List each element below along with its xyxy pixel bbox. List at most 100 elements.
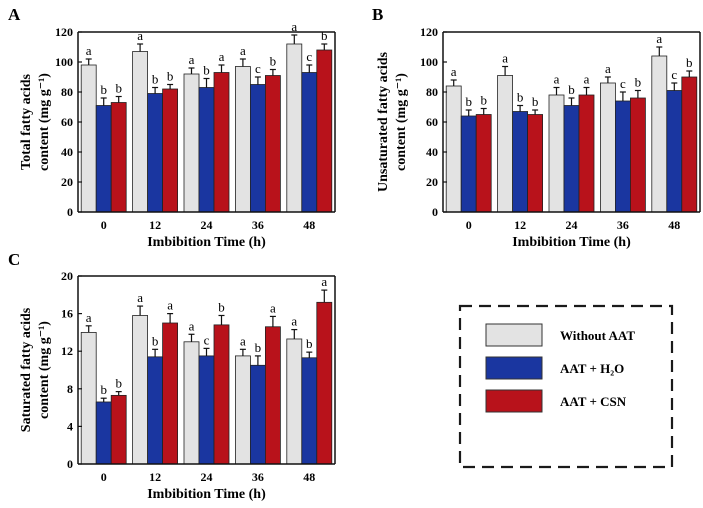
sig-letter-b-without-aat-12: a (502, 51, 508, 66)
bar-b-without-aat-48 (651, 55, 668, 213)
bar-c-without-aat-48 (286, 338, 303, 465)
x-tick-label-b-24: 24 (566, 218, 578, 232)
bar-a-without-aat-12 (132, 51, 149, 213)
bar-b-aat-csn-36 (630, 97, 646, 213)
legend-swatch-aat-csn (485, 389, 543, 413)
bar-a-without-aat-48 (286, 43, 303, 213)
sig-letter-a-aat-h2o-12: b (152, 72, 159, 87)
sig-letter-b-aat-csn-0: b (480, 93, 487, 108)
sig-letter-c-without-aat-0: a (86, 310, 92, 325)
x-axis-label-a: Imbibition Time (h) (147, 235, 266, 250)
sig-letter-b-aat-csn-12: b (532, 94, 539, 109)
x-tick-label-b-0: 0 (466, 218, 472, 232)
bar-b-without-aat-0 (445, 85, 462, 213)
sig-letter-c-without-aat-48: a (291, 314, 297, 329)
y-axis-label-line-a-1: Total fatty acids (19, 73, 34, 169)
y-tick-label-a-100: 100 (55, 55, 73, 69)
bar-a-aat-csn-24 (213, 72, 230, 213)
x-tick-label-b-12: 12 (514, 218, 526, 232)
bar-b-aat-csn-12 (527, 114, 543, 213)
sig-letter-c-aat-csn-12: a (167, 298, 173, 313)
bar-c-without-aat-12 (132, 315, 149, 465)
bar-b-aat-h2o-48 (666, 90, 683, 213)
bar-b-aat-h2o-36 (615, 100, 631, 213)
x-axis-label-b: Imbibition Time (h) (512, 235, 631, 250)
sig-letter-a-aat-h2o-24: b (203, 63, 210, 78)
legend-label-without-aat: Without AAT (560, 328, 635, 343)
legend: Without AAT AAT + H₂O AAT + CSN (458, 304, 674, 469)
sig-letter-a-without-aat-12: a (137, 28, 143, 43)
x-tick-label-a-48: 48 (303, 218, 315, 232)
sig-letter-c-aat-csn-24: b (218, 299, 225, 314)
x-tick-label-a-36: 36 (252, 218, 264, 232)
legend-label-aat-h2o: AAT + H₂O (560, 361, 624, 376)
y-axis-label-line-a-2: content (mg g⁻¹) (37, 73, 52, 171)
sig-letter-a-without-aat-24: a (189, 52, 195, 67)
bar-c-aat-h2o-0 (95, 401, 112, 465)
sig-letter-b-without-aat-24: a (554, 72, 560, 87)
sig-letter-a-aat-h2o-36: c (255, 61, 261, 76)
sig-letter-b-aat-csn-36: b (635, 75, 642, 90)
bar-a-aat-h2o-12 (147, 93, 164, 213)
bar-b-aat-h2o-24 (563, 105, 580, 213)
sig-letter-a-aat-csn-48: b (321, 28, 328, 43)
bar-c-aat-h2o-48 (301, 357, 318, 465)
bar-a-aat-csn-12 (162, 88, 179, 213)
y-tick-label-a-0: 0 (67, 205, 73, 219)
x-tick-label-c-12: 12 (149, 470, 161, 484)
bar-a-aat-csn-36 (264, 75, 281, 213)
sig-letter-b-aat-h2o-12: b (517, 90, 524, 105)
legend-swatch-without-aat (485, 323, 543, 347)
x-tick-label-c-0: 0 (101, 470, 107, 484)
sig-letter-a-aat-h2o-0: b (100, 82, 107, 97)
sig-letter-b-aat-csn-24: a (584, 72, 590, 87)
sig-letter-b-aat-h2o-48: c (671, 67, 677, 82)
legend-swatch-aat-h2o (485, 356, 543, 380)
x-tick-label-c-36: 36 (252, 470, 264, 484)
y-tick-label-c-20: 20 (61, 269, 73, 283)
y-tick-label-c-8: 8 (67, 382, 73, 396)
sig-letter-c-aat-h2o-24: c (204, 332, 210, 347)
sig-letter-b-without-aat-36: a (605, 61, 611, 76)
y-axis-label-line-b-1: Unsaturated fatty acids (376, 51, 391, 192)
y-tick-label-a-60: 60 (61, 115, 73, 129)
y-tick-label-c-0: 0 (67, 457, 73, 471)
y-tick-label-c-4: 4 (67, 419, 73, 433)
sig-letter-b-aat-h2o-36: c (620, 76, 626, 91)
sig-letter-b-without-aat-48: a (656, 31, 662, 46)
sig-letter-c-aat-h2o-36: b (255, 340, 262, 355)
y-axis-label-line-c-2: content (mg g⁻¹) (37, 321, 52, 419)
sig-letter-b-aat-csn-48: b (686, 55, 693, 70)
bar-b-aat-csn-0 (475, 114, 492, 213)
sig-letter-a-aat-csn-0: b (115, 81, 122, 96)
panel-c-letter: C (8, 250, 20, 269)
bar-b-aat-csn-48 (681, 76, 698, 213)
y-tick-label-a-80: 80 (61, 85, 73, 99)
bar-c-aat-csn-0 (110, 394, 127, 465)
sig-letter-c-aat-h2o-0: b (100, 382, 107, 397)
y-tick-label-b-0: 0 (432, 205, 438, 219)
x-tick-label-a-12: 12 (149, 218, 161, 232)
bar-b-without-aat-24 (548, 94, 565, 213)
bar-b-without-aat-12 (497, 75, 514, 213)
y-tick-label-a-40: 40 (61, 145, 73, 159)
y-axis-label-line-b-2: content (mg g⁻¹) (394, 73, 409, 171)
y-tick-label-b-120: 120 (420, 25, 438, 39)
bar-a-aat-h2o-24 (198, 87, 215, 213)
bar-c-aat-h2o-36 (249, 364, 266, 465)
y-tick-label-b-40: 40 (426, 145, 438, 159)
legend-label-aat-csn: AAT + CSN (560, 394, 627, 409)
x-tick-label-a-0: 0 (101, 218, 107, 232)
bar-c-without-aat-24 (183, 341, 200, 465)
bar-a-without-aat-36 (234, 66, 251, 213)
panel-a-letter: A (8, 5, 21, 24)
y-tick-label-a-20: 20 (61, 175, 73, 189)
bar-a-aat-h2o-48 (301, 72, 318, 213)
y-tick-label-c-16: 16 (61, 307, 73, 321)
y-tick-label-a-120: 120 (55, 25, 73, 39)
bar-a-aat-h2o-0 (95, 105, 112, 213)
y-axis-label-line-c-1: Saturated fatty acids (19, 307, 34, 432)
bar-b-aat-h2o-12 (512, 111, 528, 213)
bar-c-aat-csn-12 (162, 322, 179, 465)
sig-letter-c-aat-h2o-48: b (306, 336, 313, 351)
